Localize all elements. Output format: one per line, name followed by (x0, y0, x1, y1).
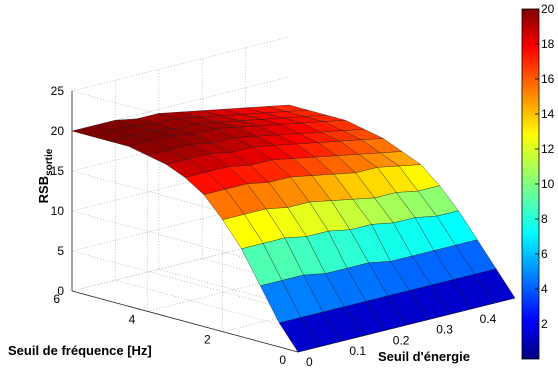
y-tick-label: 0 (279, 353, 286, 367)
z-tick-label: 25 (51, 84, 65, 98)
colorbar-tick-label: 16 (541, 72, 555, 86)
y-axis-label: Seuil de fréquence [Hz] (8, 343, 152, 358)
colorbar-tick-label: 12 (541, 142, 555, 156)
x-axis-label: Seuil d'énergie (378, 349, 470, 364)
grid-line (71, 36, 290, 92)
colorbar-tick-label: 14 (541, 107, 555, 121)
surface-patch (474, 268, 516, 304)
grid-line (71, 250, 299, 313)
z-axis-label: RSBsortie (36, 148, 55, 203)
colorbar-tick-label: 6 (541, 247, 548, 261)
colorbar-ticks: 2 4 6 8 10 12 14 16 18 20 (535, 2, 555, 331)
colorbar-tick-label: 18 (541, 37, 555, 51)
z-tick-label: 15 (51, 164, 65, 178)
y-tick-label: 2 (204, 333, 211, 347)
colorbar-tick-label: 20 (541, 2, 555, 16)
y-tick-label: 6 (53, 292, 60, 306)
z-tick-label: 0 (57, 284, 64, 298)
x-tick-label: 0.4 (480, 312, 497, 326)
z-tick-label: 5 (57, 244, 64, 258)
z-tick-label: 10 (51, 204, 65, 218)
colorbar-tick-label: 4 (541, 282, 548, 296)
colorbar-tick-label: 8 (541, 212, 548, 226)
y-tick-label: 4 (129, 312, 136, 326)
axis-line (71, 290, 299, 353)
x-tick-label: 0.3 (436, 323, 453, 337)
x-tick-label: 0 (306, 355, 313, 369)
colorbar-tick-label: 2 (541, 317, 548, 331)
x-tick-label: 0.1 (349, 344, 366, 358)
x-tick-label: 0.2 (393, 333, 410, 347)
data-surface (71, 104, 516, 353)
grid-line (71, 76, 290, 132)
z-tick-label: 20 (51, 124, 65, 138)
colorbar-tick-label: 10 (541, 177, 555, 191)
